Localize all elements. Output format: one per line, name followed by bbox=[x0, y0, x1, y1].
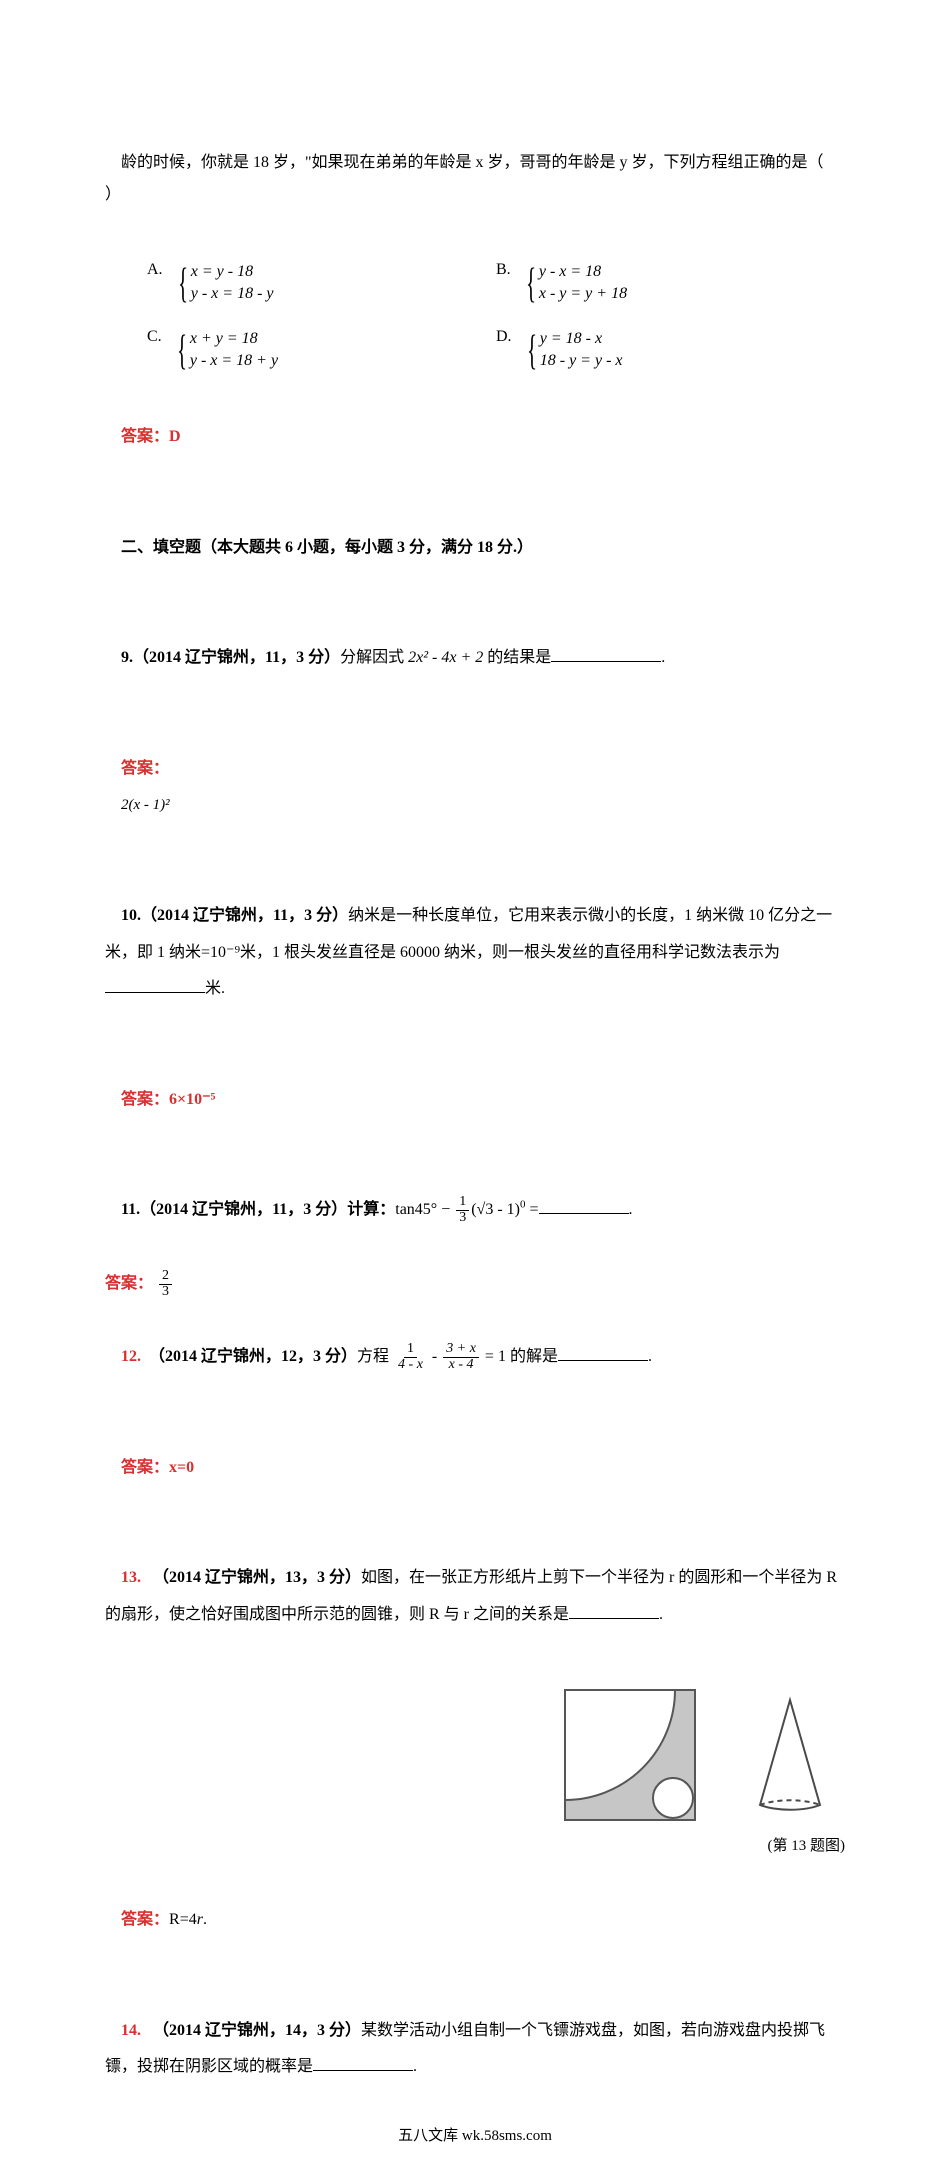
q12-body-a: 方程 bbox=[357, 1348, 393, 1365]
q13-prefix-rest: （2014 辽宁锦州，13，3 分） bbox=[141, 1569, 361, 1586]
q9-body-a: 分解因式 bbox=[340, 649, 408, 666]
q9: 9.（2014 辽宁锦州，11，3 分）分解因式 2x² - 4x + 2 的结… bbox=[105, 603, 845, 713]
q11-prefix: 11.（2014 辽宁锦州，11，3 分）计算： bbox=[121, 1201, 395, 1218]
figure-13-cone-group bbox=[760, 1700, 820, 1810]
answer-10: 答案：6×10⁻⁵ bbox=[121, 1091, 215, 1108]
answer-12: 答案：x=0 bbox=[121, 1459, 194, 1476]
option-a-line2: y - x = 18 - y bbox=[191, 283, 274, 305]
q10: 10.（2014 辽宁锦州，11，3 分）纳米是一种长度单位，它用来表示微小的长… bbox=[105, 861, 845, 1045]
q8-continuation: 龄的时候，你就是 18 岁，"如果现在弟弟的年龄是 x 岁，哥哥的年龄是 y 岁… bbox=[105, 115, 845, 243]
q14-prefix-rest: （2014 辽宁锦州，14，3 分） bbox=[141, 2022, 361, 2039]
option-d-system: y = 18 - x 18 - y = y - x bbox=[540, 328, 623, 373]
figure-13-caption: (第 13 题图) bbox=[105, 1834, 845, 1855]
q12-f1-den: 4 - x bbox=[395, 1358, 426, 1373]
brace-icon: { bbox=[527, 330, 537, 372]
q10-blank bbox=[105, 978, 205, 993]
answer-11-den: 3 bbox=[159, 1285, 172, 1300]
brace-icon: { bbox=[178, 263, 188, 305]
q12-body-b: = 1 的解是 bbox=[481, 1348, 558, 1365]
section-2-title: 二、填空题（本大题共 6 小题，每小题 3 分，满分 18 分.） bbox=[121, 539, 533, 556]
option-a-label: A. bbox=[147, 261, 163, 279]
figure-13 bbox=[105, 1680, 845, 1830]
q8-option-b: B. { y - x = 18 x - y = y + 18 bbox=[496, 261, 845, 306]
option-d-label: D. bbox=[496, 328, 512, 346]
q13-blank bbox=[569, 1603, 659, 1618]
option-c-system: x + y = 18 y - x = 18 + y bbox=[190, 328, 278, 373]
option-a-system: x = y - 18 y - x = 18 - y bbox=[191, 261, 274, 306]
option-b-label: B. bbox=[496, 261, 511, 279]
q13: 13. （2014 辽宁锦州，13，3 分）如图，在一张正方形纸片上剪下一个半径… bbox=[105, 1523, 845, 1670]
q8-option-c: C. { x + y = 18 y - x = 18 + y bbox=[105, 328, 496, 373]
option-b-system: y - x = 18 x - y = y + 18 bbox=[539, 261, 627, 306]
q8-options-row-2: C. { x + y = 18 y - x = 18 + y D. { y = … bbox=[105, 328, 845, 373]
q12-f2-num: 3 + x bbox=[443, 1342, 479, 1358]
q14-number: 14. bbox=[121, 2022, 141, 2039]
q11-fraction: 13 bbox=[456, 1195, 469, 1225]
q12: 12. （2014 辽宁锦州，12，3 分）方程 14 - x - 3 + xx… bbox=[105, 1302, 845, 1412]
answer-11: 答案： 2 3 bbox=[105, 1266, 845, 1303]
option-d-line1: y = 18 - x bbox=[540, 328, 623, 350]
q14-blank bbox=[313, 2056, 413, 2071]
q12-f1-num: 1 bbox=[404, 1342, 417, 1358]
option-a-line1: x = y - 18 bbox=[191, 261, 274, 283]
q11-frac-num: 1 bbox=[456, 1195, 469, 1211]
q8-options-row-1: A. { x = y - 18 y - x = 18 - y B. { y - … bbox=[105, 261, 845, 306]
option-c-line1: x + y = 18 bbox=[190, 328, 278, 350]
q8-cont-text: 龄的时候，你就是 18 岁，"如果现在弟弟的年龄是 x 岁，哥哥的年龄是 y 岁… bbox=[105, 154, 848, 203]
q11: 11.（2014 辽宁锦州，11，3 分）计算：tan45° − 13(√3 -… bbox=[105, 1155, 845, 1265]
q14: 14. （2014 辽宁锦州，14，3 分）某数学活动小组自制一个飞镖游戏盘，如… bbox=[105, 1976, 845, 2123]
option-b-line1: y - x = 18 bbox=[539, 261, 627, 283]
q12-fraction-1: 14 - x bbox=[395, 1342, 426, 1372]
q13-number: 13. bbox=[121, 1569, 141, 1586]
option-b-line2: x - y = y + 18 bbox=[539, 283, 627, 305]
option-d-line2: 18 - y = y - x bbox=[540, 350, 623, 372]
q12-number: 12. bbox=[121, 1348, 141, 1365]
option-c-label: C. bbox=[147, 328, 162, 346]
q12-prefix-rest: （2014 辽宁锦州，12，3 分） bbox=[141, 1348, 357, 1365]
q9-body-b: 的结果是 bbox=[483, 649, 551, 666]
answer-8: 答案：D bbox=[121, 428, 181, 445]
q10-prefix: 10.（2014 辽宁锦州，11，3 分） bbox=[121, 907, 348, 924]
q8-option-a: A. { x = y - 18 y - x = 18 - y bbox=[105, 261, 496, 306]
answer-9-expr: 2(x - 1)² bbox=[121, 797, 170, 813]
q12-fraction-2: 3 + xx - 4 bbox=[443, 1342, 479, 1372]
q11-frac-den: 3 bbox=[456, 1211, 469, 1226]
answer-9-label: 答案： bbox=[121, 760, 169, 777]
answer-11-fraction: 2 3 bbox=[159, 1269, 172, 1299]
answer-13-body-a: R=4 bbox=[169, 1911, 197, 1928]
q9-expr: 2x² - 4x + 2 bbox=[408, 649, 483, 666]
page: 龄的时候，你就是 18 岁，"如果现在弟弟的年龄是 x 岁，哥哥的年龄是 y 岁… bbox=[0, 0, 950, 2173]
q11-pre: tan45° − bbox=[395, 1201, 454, 1218]
q12-f2-den: x - 4 bbox=[446, 1358, 477, 1373]
brace-icon: { bbox=[177, 330, 187, 372]
page-footer: 五八文库 wk.58sms.com bbox=[0, 2124, 950, 2145]
answer-11-num: 2 bbox=[159, 1269, 172, 1285]
q9-prefix: 9.（2014 辽宁锦州，11，3 分） bbox=[121, 649, 340, 666]
q11-post-a: (√3 - 1) bbox=[471, 1201, 520, 1218]
q11-blank bbox=[539, 1199, 629, 1214]
q9-blank bbox=[551, 647, 661, 662]
answer-13-label: 答案： bbox=[121, 1911, 169, 1928]
q8-option-d: D. { y = 18 - x 18 - y = y - x bbox=[496, 328, 845, 373]
figure-13-svg bbox=[555, 1680, 845, 1830]
q11-post-b: = bbox=[525, 1201, 538, 1218]
answer-13-body-c: . bbox=[203, 1911, 207, 1928]
brace-icon: { bbox=[526, 263, 536, 305]
answer-11-label: 答案： bbox=[105, 1266, 153, 1303]
q12-blank bbox=[558, 1346, 648, 1361]
answer-9: 答案： 2(x - 1)² bbox=[105, 714, 845, 861]
answer-13: 答案：R=4r. bbox=[105, 1865, 845, 1975]
q10-unit: 米. bbox=[205, 980, 225, 997]
q12-minus: - bbox=[428, 1348, 441, 1365]
figure-13-square-group bbox=[565, 1690, 695, 1820]
option-c-line2: y - x = 18 + y bbox=[190, 350, 278, 372]
